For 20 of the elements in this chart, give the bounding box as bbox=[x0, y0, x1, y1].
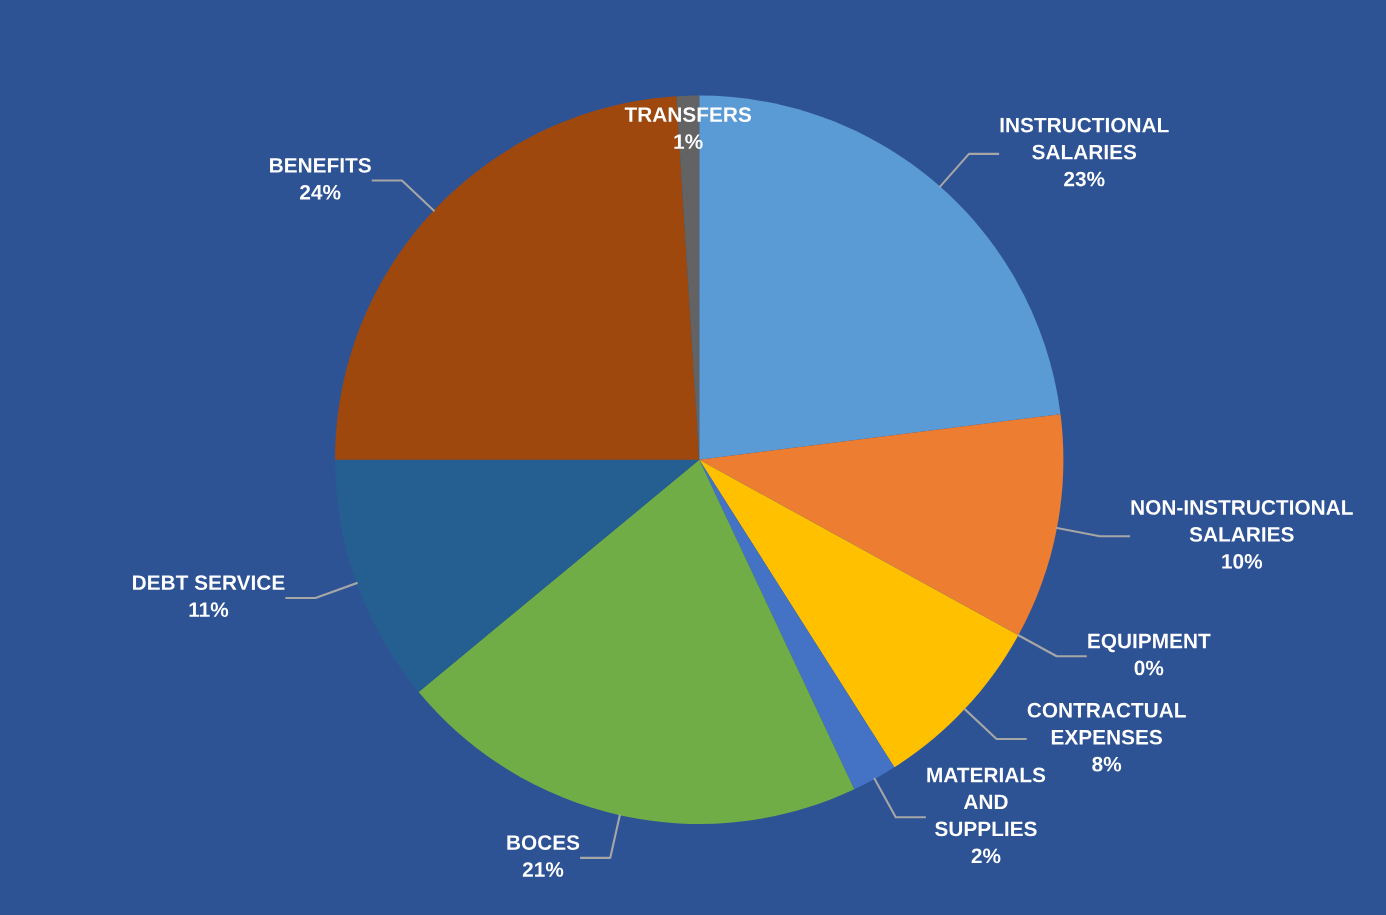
slice-label: CONTRACTUAL EXPENSES bbox=[1027, 702, 1186, 745]
data-label: 21% bbox=[522, 862, 564, 877]
data-label: 11% bbox=[189, 602, 229, 617]
slice-label: MATERIALS AND SUPPLIES bbox=[927, 767, 1046, 837]
slice-label: BENEFITS bbox=[270, 157, 371, 173]
slice-label: DEBT SERVICE bbox=[133, 575, 285, 591]
data-label: 2% bbox=[971, 848, 1001, 864]
data-label: 24% bbox=[300, 184, 341, 200]
slice-label: INSTRUCTIONAL SALARIES bbox=[1000, 117, 1169, 160]
text: 0% bbox=[1134, 660, 1164, 676]
legend-label: EQUIPMENT bbox=[1088, 633, 1211, 653]
slice-label: BOCES bbox=[507, 835, 580, 850]
data-label: 8% bbox=[1092, 756, 1122, 772]
pie-slice bbox=[699, 414, 1064, 636]
data-label: 10% bbox=[1222, 554, 1263, 569]
data-label: 23% bbox=[1064, 171, 1105, 187]
pie-slice bbox=[699, 459, 1019, 768]
pie-slice bbox=[418, 459, 855, 824]
slice-label: NON-INSTRUCTIONAL SALARIES bbox=[1131, 500, 1353, 542]
pie-slice bbox=[335, 459, 700, 692]
